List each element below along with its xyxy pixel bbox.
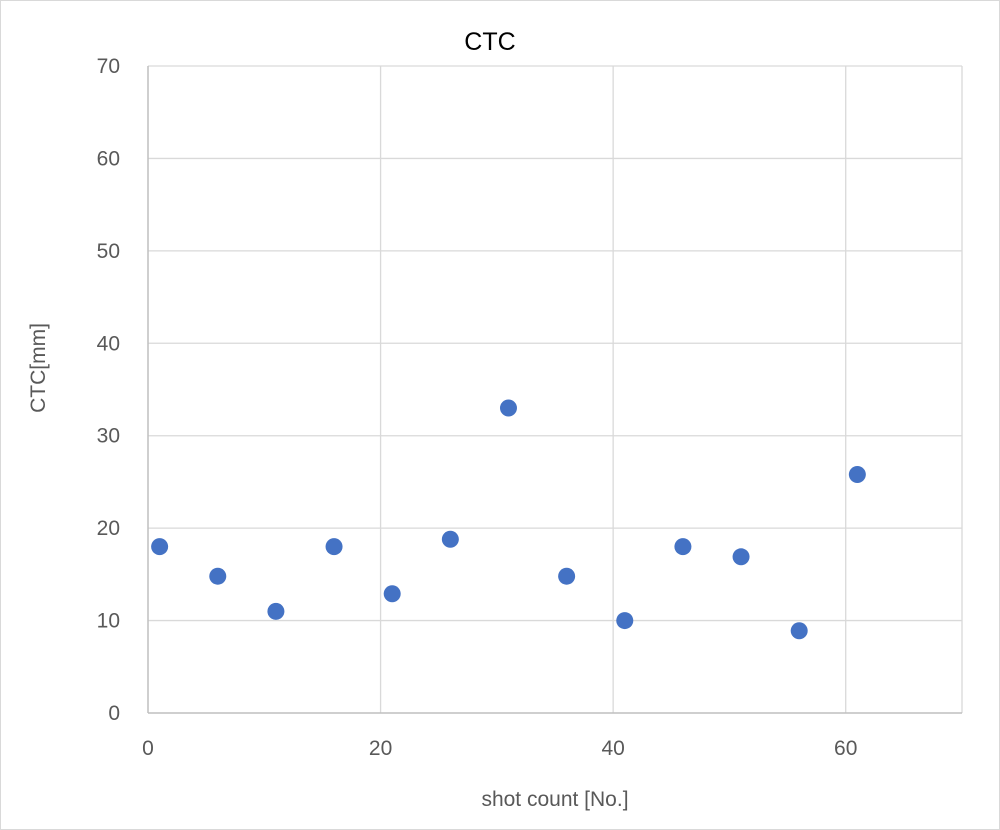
data-point	[558, 567, 576, 585]
data-point	[790, 622, 808, 640]
x-tick-labels: 0 20 40 60	[142, 737, 857, 760]
data-point	[383, 585, 401, 603]
y-tick-label: 0	[108, 702, 120, 725]
data-point	[732, 548, 750, 566]
data-point	[267, 602, 285, 620]
data-point	[151, 538, 169, 556]
y-axis-title: CTC[mm]	[27, 323, 50, 413]
gridlines	[148, 65, 963, 713]
data-point	[848, 466, 866, 484]
y-tick-label: 20	[97, 517, 120, 540]
y-tick-label: 40	[97, 332, 120, 355]
x-axis-title: shot count [No.]	[481, 788, 628, 811]
y-tick-label: 60	[97, 147, 120, 170]
axes	[147, 66, 962, 714]
y-tick-label: 50	[97, 240, 120, 263]
data-point	[499, 399, 517, 417]
y-tick-labels: 0 10 20 30 40 50 60 70	[97, 55, 120, 725]
y-tick-label: 10	[97, 610, 120, 633]
data-point	[441, 530, 459, 548]
data-points	[151, 399, 866, 640]
x-tick-label: 40	[601, 737, 624, 760]
data-point	[209, 567, 227, 585]
data-point	[674, 538, 692, 556]
data-point	[616, 612, 634, 630]
chart-title: CTC	[464, 28, 515, 56]
x-tick-label: 20	[369, 737, 392, 760]
x-tick-label: 0	[142, 737, 154, 760]
data-point	[325, 538, 343, 556]
x-tick-label: 60	[834, 737, 857, 760]
y-tick-label: 30	[97, 425, 120, 448]
y-tick-label: 70	[97, 55, 120, 78]
